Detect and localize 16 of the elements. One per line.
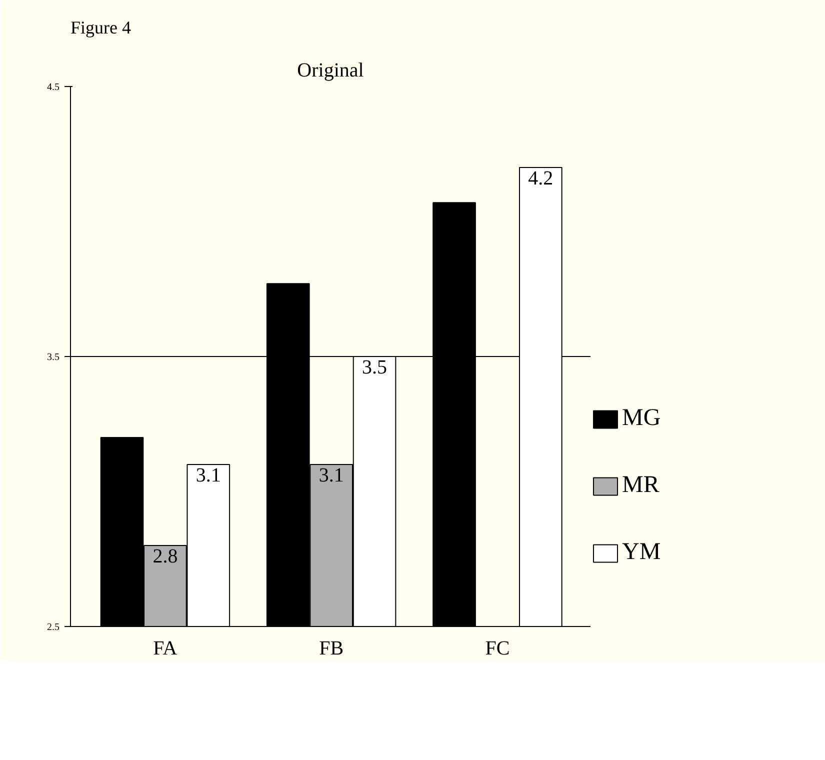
chart-title: Original	[297, 60, 364, 82]
legend-label: MG	[622, 405, 661, 432]
y-tick-label: 4.5	[47, 82, 60, 93]
caption: Figure 4	[70, 18, 131, 38]
data-label: 3.5	[362, 356, 388, 378]
x-tick-label: FA	[153, 638, 178, 660]
data-label: 3.1	[196, 464, 221, 486]
data-label: 4.2	[528, 168, 554, 190]
legend-label: MR	[622, 472, 660, 499]
data-label: 2.8	[152, 546, 178, 568]
legend-label: YM	[622, 539, 661, 566]
data-label: 3.1	[318, 464, 344, 486]
y-tick-label: 3.5	[47, 352, 60, 363]
x-tick-label: FB	[319, 638, 344, 660]
x-tick-label: FC	[485, 638, 510, 660]
y-tick-label: 2.5	[47, 622, 60, 633]
